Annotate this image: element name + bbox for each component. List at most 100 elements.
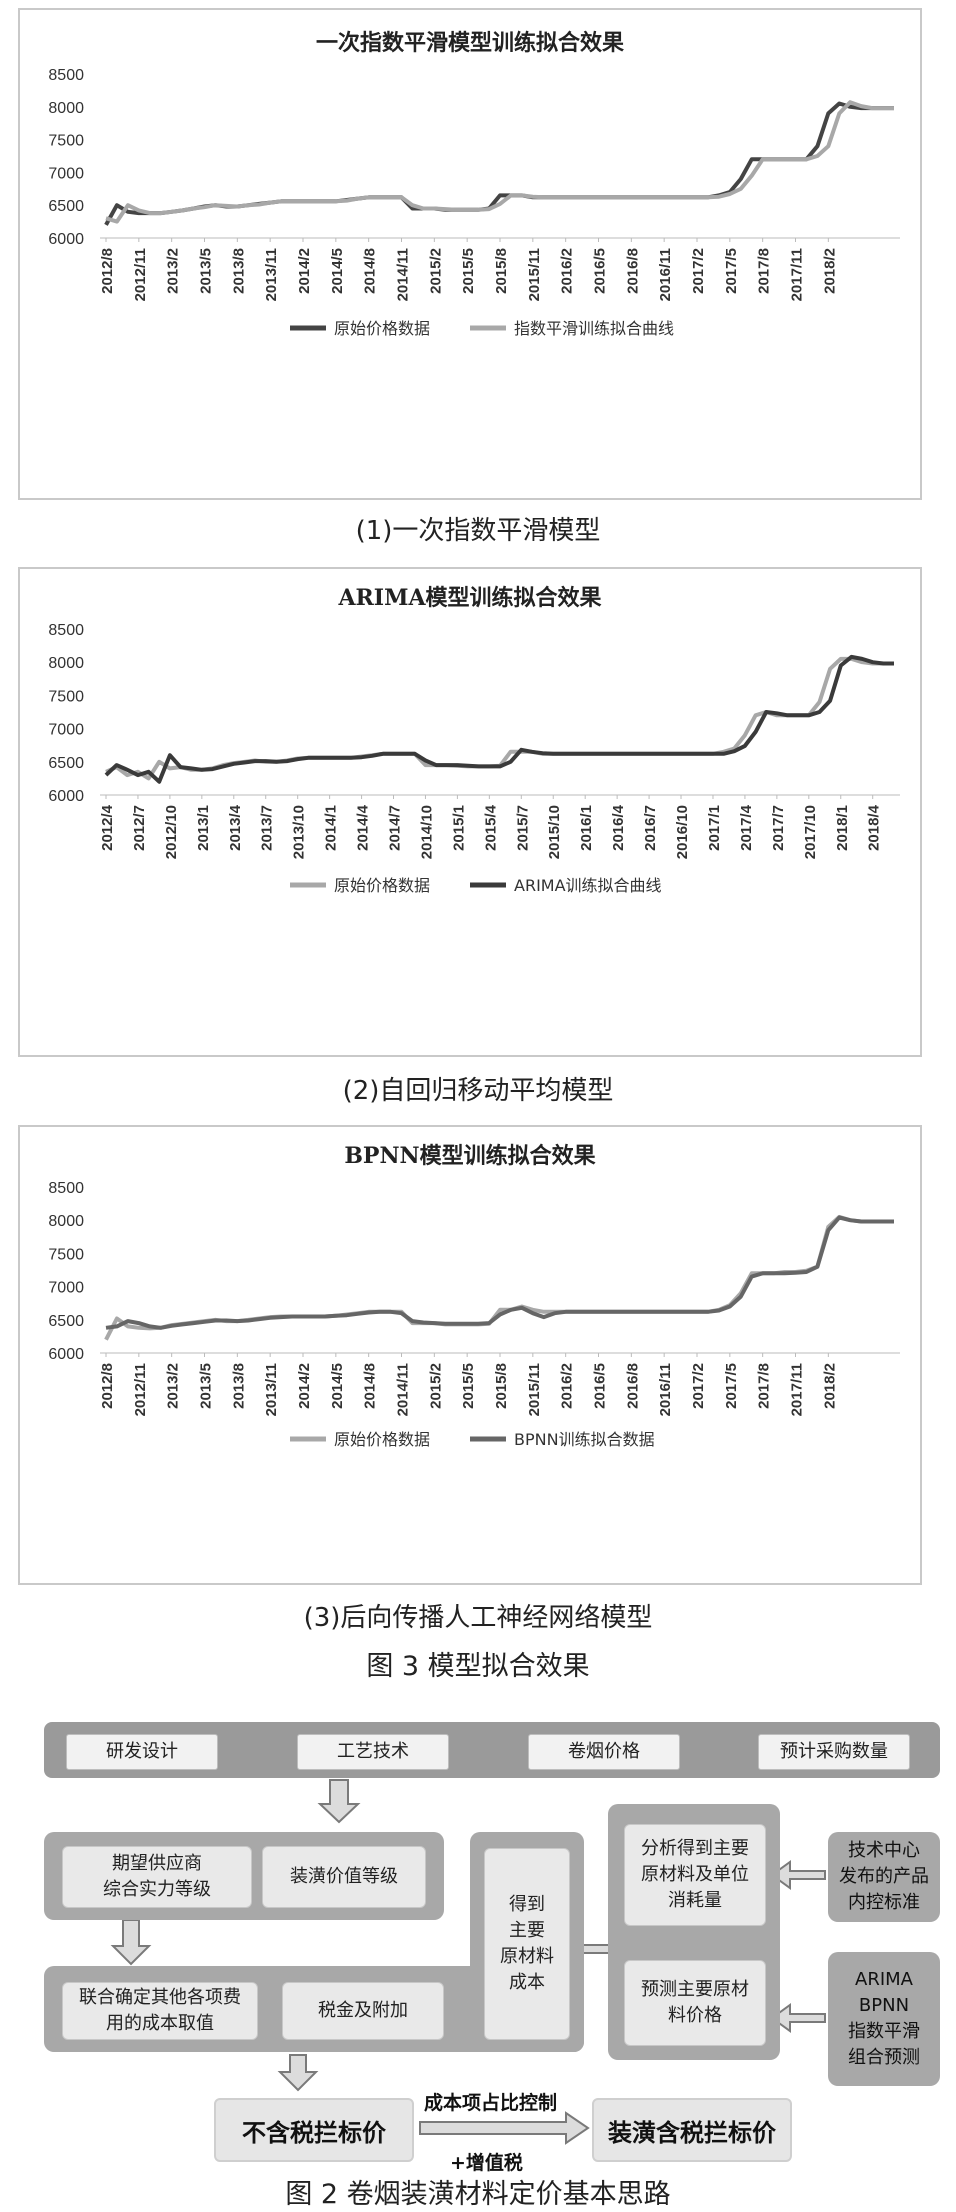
chart-bpnn: BPNN模型训练拟合效果 6000 6500 7000 7500 8000 8500 2012… (48, 1143, 900, 1449)
series-line-0 (105, 656, 894, 781)
x-tick-label: 2013/11 (263, 1363, 280, 1416)
y-tick-label: 6500 (48, 1313, 84, 1330)
x-tick-label: 2018/2 (821, 248, 838, 294)
y-tick-label: 6000 (48, 1346, 84, 1363)
y-tick-label: 8500 (48, 67, 84, 84)
x-tick-label: 2016/2 (559, 248, 576, 294)
x-tick-label: 2017/1 (706, 805, 723, 851)
chip-rd-design: 研发设计 (66, 1734, 218, 1770)
y-tick-label: 8500 (48, 622, 84, 639)
x-tick-label: 2015/1 (450, 805, 467, 851)
x-tick-label: 2017/11 (789, 1363, 806, 1416)
x-tick-label: 2015/8 (493, 248, 510, 294)
chart-exp-smoothing: 一次指数平滑模型训练拟合效果 6000 6500 7000 7500 8000 8500 20… (48, 30, 900, 338)
x-tick-label: 2015/11 (526, 248, 543, 301)
x-tick-label: 2014/1 (323, 805, 340, 851)
models-box (828, 1952, 940, 2086)
y-tick-label: 6500 (48, 755, 84, 772)
x-tick-label: 2012/10 (163, 805, 180, 859)
chip-cigarette-price: 卷烟价格 (528, 1734, 680, 1770)
y-tick-label: 6000 (48, 788, 84, 805)
legend-label-0: 原始价格数据 (334, 319, 430, 338)
expected-supplier-level: 期望供应商 综合实力等级 (62, 1846, 252, 1908)
x-tick-label: 2012/11 (132, 1363, 149, 1416)
x-tick-label: 2014/10 (418, 805, 435, 859)
arrow-right-1 (419, 2111, 590, 2145)
x-tick-label: 2018/1 (834, 805, 851, 851)
x-tick-label: 2015/5 (460, 248, 477, 294)
x-tick-label: 2014/11 (395, 1363, 412, 1416)
chart-title: BPNN模型训练拟合效果 (344, 1143, 595, 1169)
chip-process-tech: 工艺技术 (297, 1734, 449, 1770)
tax-and-surcharge: 税金及附加 (282, 1982, 444, 2040)
x-tick-label: 2017/11 (789, 248, 806, 301)
x-tick-label: 2014/2 (296, 248, 313, 294)
x-tick-label: 2017/7 (770, 805, 787, 851)
y-tick-label: 6500 (48, 198, 84, 215)
x-tick-label: 2012/8 (99, 248, 116, 294)
x-tick-label: 2018/2 (821, 1363, 838, 1409)
x-tick-label: 2014/8 (362, 248, 379, 294)
x-tick-label: 2015/2 (427, 248, 444, 294)
y-tick-label: 8000 (48, 655, 84, 672)
caption-2: (2)自回归移动平均模型 (342, 1076, 614, 1106)
x-tick-label: 2017/2 (690, 248, 707, 294)
arrow-down-1 (317, 1779, 361, 1824)
x-tick-label: 2016/11 (657, 248, 674, 301)
x-tick-label: 2017/2 (690, 1363, 707, 1409)
x-tick-label: 2017/5 (723, 248, 740, 294)
tech-center-standard: 技术中心 发布的产品 内控标准 (839, 1840, 929, 1913)
main-material-cost: 得到 主要 原材料 成本 (484, 1848, 570, 2040)
x-tick-label: 2013/8 (230, 1363, 247, 1409)
chart-arima: ARIMA模型训练拟合效果 6000 6500 7000 7500 8000 8500 201… (48, 585, 900, 895)
x-tick-label: 2016/4 (610, 804, 627, 851)
x-tick-label: 2015/8 (493, 1363, 510, 1409)
plus-vat-label: +增值税 (450, 2152, 523, 2174)
x-tick-label: 2015/2 (427, 1363, 444, 1409)
y-tick-label: 6000 (48, 231, 84, 248)
x-tick-label: 2014/5 (329, 1363, 346, 1409)
predict-material-price: 预测主要原材 料价格 (624, 1960, 766, 2046)
x-tick-label: 2015/11 (526, 1363, 543, 1416)
x-tick-label: 2012/7 (131, 805, 148, 851)
x-tick-label: 2016/8 (624, 1363, 641, 1409)
with-tax-ceiling-price: 装潢含税拦标价 (592, 2098, 792, 2162)
x-tick-label: 2016/8 (624, 248, 641, 294)
x-tick-label: 2013/2 (165, 248, 182, 294)
y-tick-label: 7000 (48, 1280, 84, 1297)
x-tick-label: 2014/7 (387, 805, 404, 851)
arrow-down-2 (110, 1919, 152, 1966)
forecast-models: ARIMA BPNN 指数平滑 组合预测 (848, 1969, 920, 2068)
chart-panel-arima: ARIMA模型训练拟合效果 6000 6500 7000 7500 8000 8500 201… (18, 567, 922, 1057)
chip-purchase-qty: 预计采购数量 (758, 1734, 910, 1770)
x-tick-label: 2013/11 (263, 248, 280, 301)
series-line-1 (105, 1215, 894, 1330)
x-tick-label: 2016/2 (559, 1363, 576, 1409)
x-tick-label: 2013/4 (227, 804, 244, 851)
chart-title: 一次指数平滑模型训练拟合效果 (316, 30, 624, 56)
legend-label-0: 原始价格数据 (334, 1430, 430, 1449)
x-tick-label: 2013/5 (198, 1363, 215, 1409)
tech-center-box (828, 1832, 940, 1922)
figure-3-title: 图 3 模型拟合效果 (366, 1651, 590, 1682)
x-tick-label: 2017/10 (802, 805, 819, 859)
x-tick-label: 2015/5 (460, 1363, 477, 1409)
x-tick-label: 2014/4 (355, 804, 372, 851)
y-tick-label: 8000 (48, 1213, 84, 1230)
y-tick-label: 7500 (48, 133, 84, 150)
other-cost-values: 联合确定其他各项费 用的成本取值 (62, 1982, 258, 2040)
decoration-value-level: 装潢价值等级 (262, 1846, 426, 1908)
x-tick-label: 2016/7 (642, 805, 659, 851)
y-tick-label: 7500 (48, 688, 84, 705)
x-tick-label: 2017/5 (723, 1363, 740, 1409)
no-tax-ceiling-price: 不含税拦标价 (214, 2098, 414, 2162)
x-tick-label: 2017/8 (756, 1363, 773, 1409)
x-tick-label: 2016/11 (657, 1363, 674, 1416)
x-tick-label: 2018/4 (866, 804, 883, 851)
series-line-1 (105, 100, 894, 224)
y-tick-label: 8000 (48, 100, 84, 117)
x-tick-label: 2016/1 (578, 805, 595, 851)
x-tick-label: 2013/10 (291, 805, 308, 859)
y-tick-label: 7500 (48, 1246, 84, 1263)
x-tick-label: 2017/4 (738, 804, 755, 851)
